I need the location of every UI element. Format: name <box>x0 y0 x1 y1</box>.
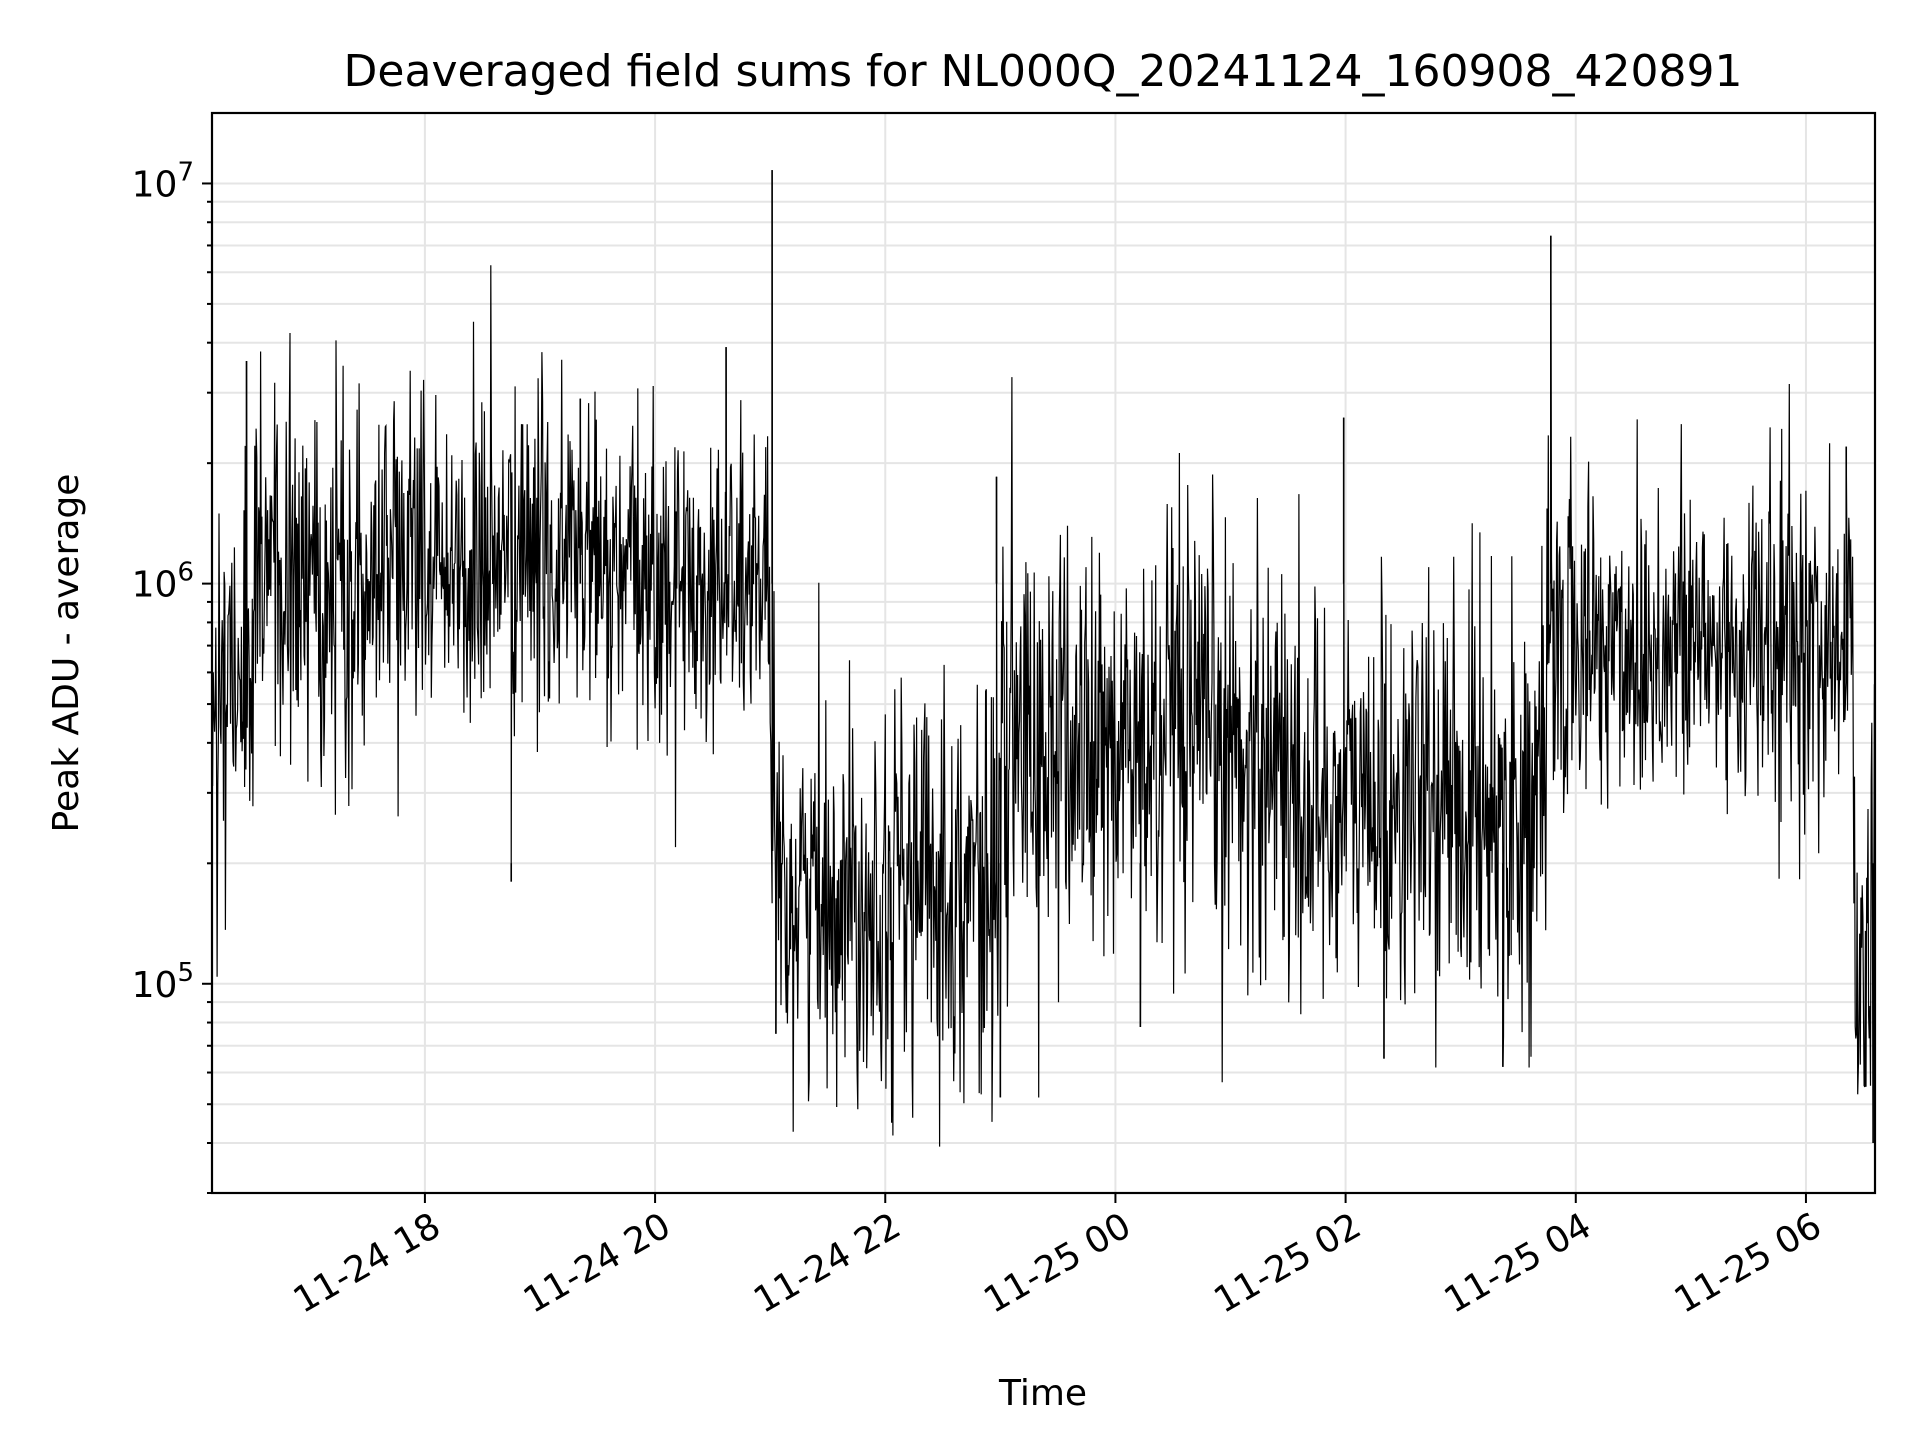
plot-frame <box>210 111 1877 1195</box>
data-layer <box>211 170 1875 1147</box>
y-tick-label: 107 <box>132 157 194 205</box>
x-axis-label: Time <box>998 1373 1087 1414</box>
y-tick-label: 106 <box>132 558 194 606</box>
y-tick-label: 105 <box>132 958 194 1006</box>
y-axis-label: Peak ADU - average <box>46 474 87 833</box>
chart-title: Deaveraged field sums for NL000Q_2024112… <box>344 46 1743 97</box>
series-line <box>211 170 1875 1147</box>
